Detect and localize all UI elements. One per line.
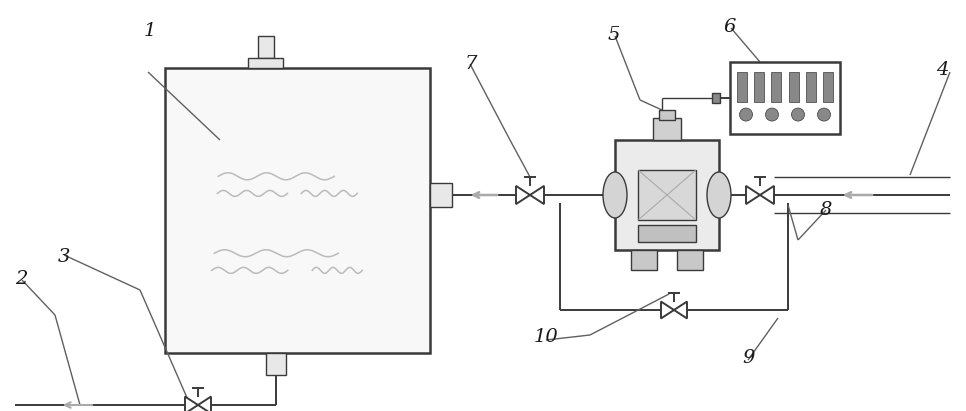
Text: 1: 1 xyxy=(144,22,156,40)
Ellipse shape xyxy=(740,108,753,121)
Bar xyxy=(712,93,720,103)
Text: 9: 9 xyxy=(743,349,754,367)
Bar xyxy=(248,58,283,68)
Text: 7: 7 xyxy=(465,55,476,73)
Text: 10: 10 xyxy=(533,328,558,346)
Polygon shape xyxy=(516,186,530,204)
Bar xyxy=(737,72,747,102)
Ellipse shape xyxy=(817,108,831,121)
Ellipse shape xyxy=(707,172,731,218)
Bar xyxy=(165,68,430,353)
Text: 5: 5 xyxy=(608,26,619,44)
Bar xyxy=(659,110,675,120)
Bar xyxy=(430,183,452,207)
Text: 2: 2 xyxy=(15,270,27,289)
Polygon shape xyxy=(185,397,198,411)
Text: 3: 3 xyxy=(58,248,70,266)
Polygon shape xyxy=(530,186,544,204)
Text: 8: 8 xyxy=(820,201,832,219)
Bar xyxy=(639,170,696,220)
Polygon shape xyxy=(198,397,211,411)
Polygon shape xyxy=(760,186,774,204)
Ellipse shape xyxy=(765,108,779,121)
Bar xyxy=(788,72,799,102)
Text: 6: 6 xyxy=(724,18,735,36)
Text: 4: 4 xyxy=(936,61,948,79)
Polygon shape xyxy=(674,302,687,319)
Polygon shape xyxy=(746,186,760,204)
Bar xyxy=(730,62,840,134)
Bar xyxy=(677,250,703,270)
Bar xyxy=(267,353,286,375)
Bar xyxy=(615,140,719,250)
Bar xyxy=(258,36,273,58)
Ellipse shape xyxy=(791,108,805,121)
Bar xyxy=(823,72,833,102)
Ellipse shape xyxy=(603,172,627,218)
Bar xyxy=(653,118,681,140)
Bar xyxy=(772,72,781,102)
Bar xyxy=(631,250,657,270)
Bar xyxy=(806,72,816,102)
Bar xyxy=(639,225,696,242)
Polygon shape xyxy=(661,302,674,319)
Bar xyxy=(754,72,764,102)
